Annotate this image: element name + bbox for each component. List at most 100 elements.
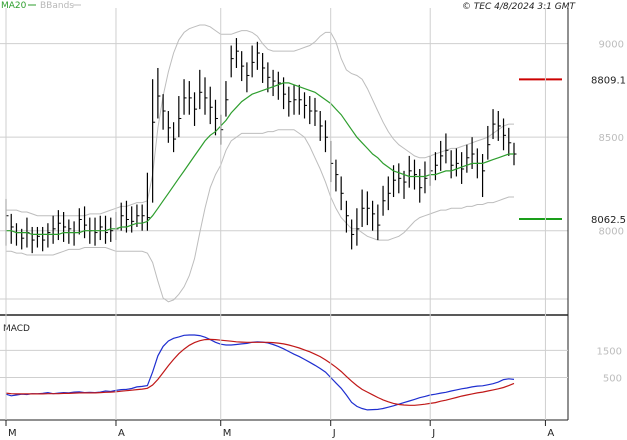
- price-bar: [293, 84, 297, 115]
- price-bar: [83, 206, 88, 239]
- support-label: 8062.5: [591, 215, 626, 226]
- timestamp: © TEC 4/8/2024 3:1 GMT: [462, 2, 577, 12]
- price-bar: [466, 144, 470, 173]
- price-bar: [356, 208, 360, 246]
- bb-lower-line: [6, 129, 514, 303]
- macd-title: MACD: [3, 324, 30, 334]
- macd-line: [5, 334, 515, 411]
- price-bar: [387, 176, 391, 211]
- macd-axis-ticks: 500 1500: [597, 346, 622, 384]
- macd-panel: 500 1500 MACD: [0, 324, 622, 411]
- price-bar: [288, 86, 292, 117]
- bollinger-bands: [6, 24, 514, 303]
- price-bar: [193, 92, 198, 126]
- price-bar: [398, 163, 402, 194]
- price-bar: [235, 38, 239, 68]
- price-tick-label: 8000: [599, 227, 624, 238]
- price-bar: [78, 208, 82, 235]
- price-bar: [10, 213, 14, 244]
- price-bar: [204, 77, 208, 115]
- price-bar: [377, 204, 381, 241]
- price-bar: [335, 159, 339, 192]
- price-bar: [157, 67, 161, 119]
- price-bar: [262, 53, 266, 83]
- price-bar: [246, 62, 250, 93]
- price-panel: 8809.1 8062.5 8000 8500 9000: [0, 8, 626, 315]
- macd-grid: [0, 349, 568, 378]
- price-bar: [183, 79, 187, 115]
- bbands-legend: BBands: [40, 1, 74, 11]
- price-bar: [419, 168, 423, 203]
- price-bar: [461, 152, 465, 184]
- price-bar: [309, 96, 313, 125]
- price-bar: [277, 71, 281, 100]
- price-bar: [31, 226, 35, 254]
- month-label: M: [223, 428, 232, 439]
- price-tick-label: 8500: [599, 133, 624, 144]
- price-bar: [319, 111, 323, 141]
- price-bar: [413, 159, 417, 190]
- price-bar: [434, 152, 438, 181]
- price-bar: [63, 212, 67, 242]
- price-bar: [487, 125, 491, 160]
- price-panel-frame: [0, 8, 568, 315]
- price-bar: [455, 148, 459, 177]
- price-bar: [492, 109, 496, 140]
- price-bar: [172, 122, 177, 153]
- month-label: J: [332, 428, 336, 439]
- price-bar: [42, 226, 46, 252]
- price-bar: [47, 223, 51, 248]
- price-bar: [408, 155, 412, 188]
- price-bar: [36, 226, 40, 248]
- price-bar: [267, 62, 271, 93]
- ma20-legend: MA20: [1, 1, 27, 11]
- price-bar: [361, 189, 365, 227]
- macd-tick-label: 1500: [597, 346, 622, 357]
- bb-upper-line: [6, 24, 514, 217]
- price-bar: [120, 202, 124, 231]
- price-bars: [5, 38, 517, 254]
- price-bar: [52, 215, 56, 244]
- price-bar: [167, 111, 171, 143]
- price-bar: [178, 96, 182, 138]
- resistance-label: 8809.1: [591, 75, 626, 86]
- price-bar: [314, 97, 318, 126]
- price-bar: [99, 215, 103, 241]
- price-bar: [382, 185, 386, 216]
- price-bar: [152, 79, 156, 203]
- month-label: A: [118, 428, 125, 439]
- ma20-path: [6, 82, 514, 235]
- price-bar: [298, 84, 302, 115]
- month-label: M: [8, 428, 17, 439]
- price-bar: [131, 206, 135, 233]
- price-bar: [351, 219, 355, 250]
- macd-lines: [5, 334, 515, 411]
- price-bar: [110, 217, 114, 242]
- price-bar: [141, 204, 145, 231]
- month-label: A: [547, 428, 554, 439]
- price-bar: [440, 140, 444, 171]
- price-bar: [214, 99, 218, 136]
- price-bar: [508, 127, 512, 156]
- price-bar: [450, 150, 454, 179]
- ma20-line: [6, 82, 514, 235]
- price-bar: [502, 118, 507, 151]
- price-levels: 8809.1 8062.5: [519, 75, 626, 226]
- price-bar: [340, 176, 344, 211]
- price-bar: [104, 215, 109, 244]
- price-bar: [481, 154, 486, 198]
- price-bar: [251, 45, 255, 78]
- price-bar: [445, 133, 449, 164]
- price-bar: [188, 81, 192, 115]
- price-bar: [324, 120, 328, 153]
- macd-tick-label: 500: [603, 373, 622, 384]
- price-bar: [199, 69, 203, 110]
- price-tick-label: 9000: [599, 40, 624, 51]
- price-bar: [68, 219, 72, 244]
- signal-line: [5, 338, 515, 406]
- price-bar: [241, 51, 245, 82]
- price-bar: [303, 92, 308, 119]
- price-bar: [371, 200, 376, 231]
- month-label: J: [431, 428, 435, 439]
